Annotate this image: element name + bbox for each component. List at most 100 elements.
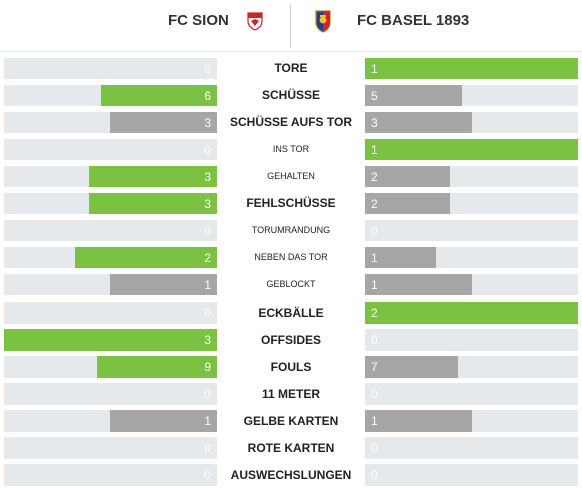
- away-stat-value: 1: [371, 143, 378, 157]
- stat-row: 0 ECKBÄLLE 2: [0, 302, 582, 324]
- stat-row: 0 INS TOR 1: [0, 139, 582, 160]
- away-stat-cell: 3: [365, 112, 578, 133]
- home-stat-bar: [4, 329, 217, 351]
- stat-label: NEBEN DAS TOR: [254, 252, 328, 262]
- stat-label: 11 METER: [261, 387, 321, 401]
- away-stat-cell: 1: [365, 58, 578, 79]
- away-stat-bar: [365, 410, 472, 432]
- home-stat-bar: [97, 356, 217, 378]
- away-stat-value: 5: [371, 89, 378, 103]
- stat-label: FEHLSCHÜSSE: [246, 196, 336, 210]
- away-stat-cell: 1: [365, 410, 578, 432]
- away-stat-cell: 1: [365, 247, 578, 268]
- stat-row: 3 GEHALTEN 2: [0, 166, 582, 187]
- home-stat-value: 0: [204, 62, 211, 76]
- away-stat-bar: [365, 166, 450, 187]
- away-stat-value: 0: [371, 441, 378, 455]
- stat-label: ROTE KARTEN: [247, 441, 335, 455]
- home-stat-value: 3: [204, 170, 211, 184]
- home-stat-cell: 0: [4, 383, 217, 405]
- stat-label: TORUMRANDUNG: [251, 225, 331, 235]
- home-stat-value: 0: [204, 306, 211, 320]
- home-stat-value: 1: [204, 278, 211, 292]
- home-stat-cell: 2: [4, 247, 217, 268]
- away-stat-bar: [365, 139, 578, 160]
- home-stat-value: 3: [204, 116, 211, 130]
- away-stat-bar: [365, 193, 450, 214]
- home-team-name: FC SION: [168, 12, 229, 29]
- home-stat-value: 3: [204, 333, 211, 347]
- home-stat-cell: 9: [4, 356, 217, 378]
- away-stat-value: 7: [371, 360, 378, 374]
- away-stat-value: 1: [371, 278, 378, 292]
- home-stat-bar: [101, 85, 217, 106]
- away-stat-cell: 5: [365, 85, 578, 106]
- stat-row: 1 GEBLOCKT 1: [0, 274, 582, 295]
- stat-row: 0 TORE 1: [0, 58, 582, 79]
- away-stat-bar: [365, 247, 436, 268]
- home-stat-cell: 0: [4, 58, 217, 79]
- away-stat-value: 1: [371, 414, 378, 428]
- fc-basel-crest-icon: [315, 10, 331, 33]
- fc-sion-crest-icon: [247, 12, 263, 31]
- away-stat-cell: 2: [365, 302, 578, 324]
- stat-row: 0 11 METER 0: [0, 383, 582, 405]
- stat-row: 0 ROTE KARTEN 0: [0, 437, 582, 459]
- stat-label: SCHÜSSE AUFS TOR: [229, 115, 352, 129]
- home-stat-value: 3: [204, 197, 211, 211]
- home-stat-value: 6: [204, 89, 211, 103]
- away-stat-value: 0: [371, 224, 378, 238]
- home-stat-bar: [110, 274, 217, 295]
- stat-row: 2 NEBEN DAS TOR 1: [0, 247, 582, 268]
- away-stat-value: 0: [371, 387, 378, 401]
- home-stat-bar: [110, 410, 217, 432]
- stat-label: AUSWECHSLUNGEN: [230, 468, 352, 482]
- stat-row: 0 TORUMRANDUNG 0: [0, 220, 582, 241]
- home-stat-cell: 0: [4, 302, 217, 324]
- home-stat-bar: [89, 166, 217, 187]
- away-stat-bar: [365, 356, 458, 378]
- home-stat-cell: 1: [4, 410, 217, 432]
- away-stat-value: 1: [371, 251, 378, 265]
- home-stat-bar: [110, 112, 217, 133]
- away-stat-value: 0: [371, 333, 378, 347]
- stat-row: 0 AUSWECHSLUNGEN 0: [0, 464, 582, 486]
- away-stat-cell: 1: [365, 139, 578, 160]
- home-stat-value: 9: [204, 360, 211, 374]
- home-stat-value: 0: [204, 468, 211, 482]
- header-divider: [290, 4, 291, 48]
- away-stat-cell: 2: [365, 166, 578, 187]
- home-stat-cell: 0: [4, 464, 217, 486]
- away-stat-cell: 0: [365, 220, 578, 241]
- stat-label: INS TOR: [272, 144, 310, 154]
- stat-row: 6 SCHÜSSE 5: [0, 85, 582, 106]
- away-stat-cell: 0: [365, 383, 578, 405]
- away-stat-cell: 0: [365, 464, 578, 486]
- stat-row: 3 SCHÜSSE AUFS TOR 3: [0, 112, 582, 133]
- away-stat-cell: 0: [365, 329, 578, 351]
- stat-row: 1 GELBE KARTEN 1: [0, 410, 582, 432]
- header-separator: [0, 51, 582, 52]
- away-stat-cell: 0: [365, 437, 578, 459]
- away-stat-cell: 1: [365, 274, 578, 295]
- away-stat-bar: [365, 85, 462, 106]
- home-stat-cell: 3: [4, 112, 217, 133]
- away-stat-value: 0: [371, 468, 378, 482]
- home-stat-value: 0: [204, 143, 211, 157]
- stat-label: ECKBÄLLE: [258, 306, 324, 320]
- away-stat-value: 1: [371, 62, 378, 76]
- home-stat-cell: 3: [4, 329, 217, 351]
- stat-label: FOULS: [270, 360, 312, 374]
- home-stat-cell: 3: [4, 193, 217, 214]
- home-stat-bar: [75, 247, 217, 268]
- away-stat-bar: [365, 58, 578, 79]
- away-stat-value: 3: [371, 116, 378, 130]
- home-stat-cell: 1: [4, 274, 217, 295]
- away-stat-cell: 7: [365, 356, 578, 378]
- home-stat-value: 0: [204, 224, 211, 238]
- away-stat-bar: [365, 274, 472, 295]
- stat-label: TORE: [274, 61, 308, 75]
- stat-label: GEHALTEN: [267, 171, 315, 181]
- match-header: FC SION FC BASEL 1893: [0, 0, 582, 52]
- stat-row: 9 FOULS 7: [0, 356, 582, 378]
